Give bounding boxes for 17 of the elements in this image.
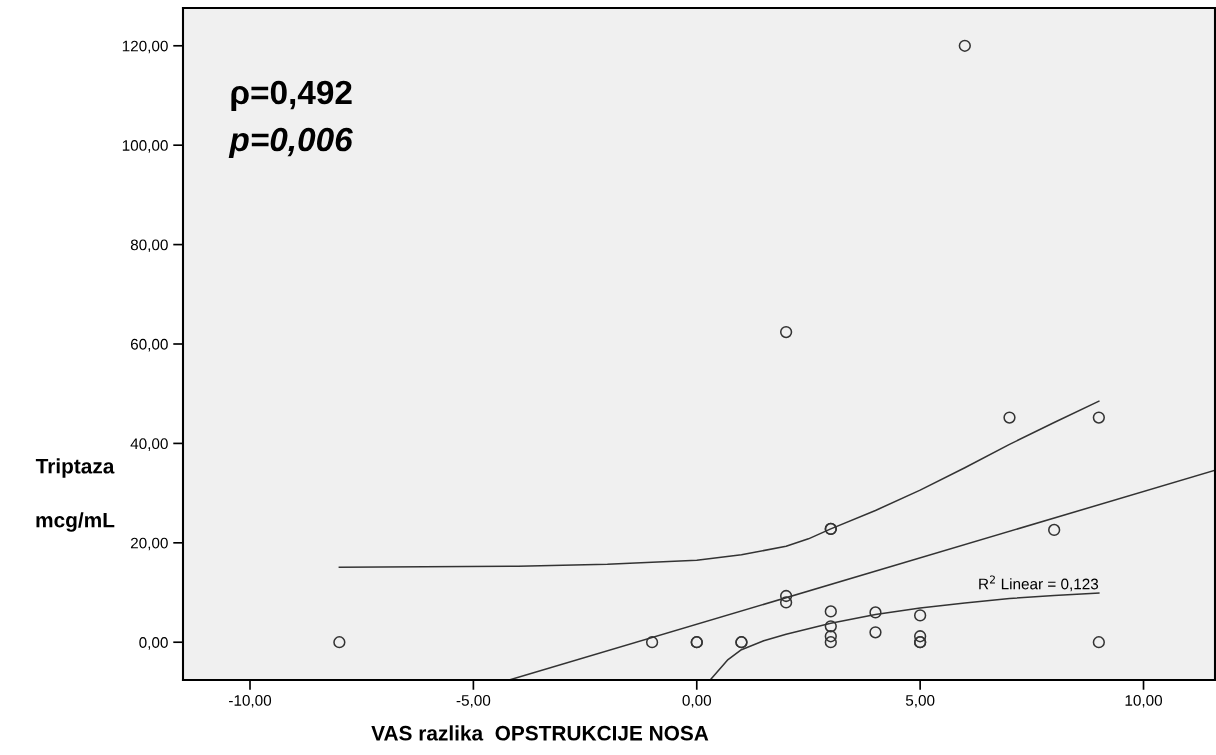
x-tick-label: -10,00 xyxy=(229,694,272,708)
x-tick-label: 5,00 xyxy=(905,694,935,708)
annotation: R$^{2}$ Linear = 0,123 xyxy=(979,575,1099,592)
y-tick-label: 20,00 xyxy=(130,537,168,551)
x-axis-title: VAS razlika OPSTRUKCIJE NOSA xyxy=(371,725,709,741)
y-tick-label: 120,00 xyxy=(122,40,168,54)
y-tick-label: 100,00 xyxy=(122,140,168,153)
y-tick-label: 80,00 xyxy=(130,239,168,253)
x-tick-label: 10,00 xyxy=(1125,694,1163,708)
x-tick-label: -5,00 xyxy=(456,694,491,708)
y-tick-label: 60,00 xyxy=(130,338,168,352)
x-tick-label: 0,00 xyxy=(682,694,712,708)
text: Triptaza mcg/mL xyxy=(35,458,115,532)
y-tick-label: 0,00 xyxy=(139,637,168,650)
annotation: p=0,006 xyxy=(228,127,353,158)
y-tick-label: 40,00 xyxy=(130,438,168,451)
annotation: ρ=0,492 xyxy=(231,80,352,111)
